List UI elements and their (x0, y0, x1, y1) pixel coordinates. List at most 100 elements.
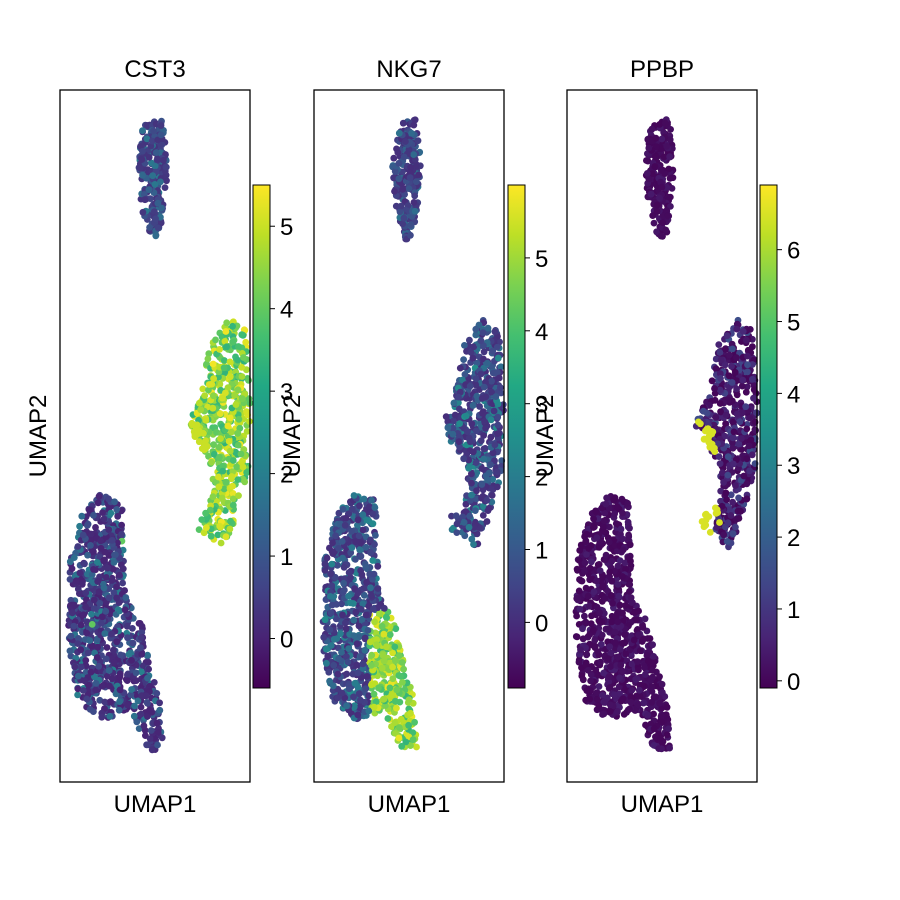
data-point (106, 682, 113, 690)
data-point (653, 201, 661, 209)
data-point (584, 666, 592, 674)
data-point (658, 680, 666, 688)
data-point (71, 663, 79, 671)
data-point (152, 215, 160, 223)
data-point (327, 570, 334, 578)
data-point (219, 467, 227, 475)
data-point (480, 445, 488, 453)
data-point (575, 658, 583, 666)
data-point (96, 599, 104, 607)
data-point (92, 524, 99, 531)
data-point (478, 481, 486, 488)
data-point (495, 374, 503, 382)
data-point (374, 562, 382, 570)
data-point (355, 622, 363, 630)
data-point (625, 533, 633, 541)
data-point (407, 709, 414, 717)
data-point (116, 670, 124, 678)
data-point (748, 451, 756, 459)
data-point (76, 590, 83, 597)
data-point (389, 675, 397, 683)
data-point (234, 441, 242, 449)
data-point (599, 573, 606, 581)
data-point (469, 448, 477, 456)
data-point (191, 431, 199, 438)
data-point (353, 640, 361, 648)
data-point (241, 478, 249, 486)
data-point (652, 134, 660, 142)
data-point (370, 690, 378, 698)
data-point (374, 585, 382, 592)
data-point (462, 412, 470, 420)
data-point (234, 476, 242, 483)
data-point (479, 512, 487, 519)
data-point (595, 617, 603, 624)
data-point (154, 199, 162, 207)
data-point (732, 482, 739, 489)
data-point (367, 549, 375, 557)
data-point (359, 511, 367, 519)
data-point (611, 510, 618, 518)
data-point (490, 407, 498, 415)
data-point (137, 703, 145, 711)
data-point (666, 193, 674, 201)
data-point (411, 192, 419, 200)
data-point (736, 418, 744, 426)
data-point (154, 156, 161, 163)
data-point (113, 506, 121, 513)
data-point (620, 711, 628, 718)
data-point (591, 636, 599, 644)
data-point (107, 698, 114, 705)
data-point (395, 734, 403, 742)
data-point (129, 625, 136, 632)
data-point (76, 569, 84, 577)
data-point (376, 610, 383, 618)
data-point (391, 643, 399, 651)
data-point (453, 529, 461, 536)
data-point (228, 473, 236, 480)
data-point (634, 701, 642, 709)
data-point (737, 507, 744, 515)
data-point (647, 190, 655, 198)
data-point (657, 167, 665, 174)
data-point (154, 224, 162, 232)
data-point (352, 608, 360, 616)
data-point (597, 640, 605, 648)
data-point (739, 328, 747, 335)
data-point (229, 482, 236, 490)
data-point (405, 721, 412, 729)
data-point (103, 672, 111, 680)
data-point (716, 519, 723, 526)
data-point (108, 630, 115, 638)
data-point (205, 386, 212, 394)
data-point (410, 121, 418, 129)
data-point (74, 691, 81, 699)
data-point (151, 181, 159, 188)
data-point (128, 686, 136, 693)
data-point (157, 178, 164, 186)
data-point (113, 638, 121, 646)
data-point (455, 438, 463, 446)
data-point (658, 183, 666, 191)
data-point (134, 697, 142, 705)
data-point (119, 565, 127, 573)
data-point (348, 505, 356, 513)
data-point (444, 424, 452, 432)
data-point (353, 661, 361, 669)
data-point (138, 622, 146, 630)
data-point (711, 385, 718, 392)
data-point (235, 415, 243, 423)
data-point (110, 646, 117, 654)
data-point (641, 664, 648, 671)
data-point (229, 501, 237, 509)
data-point (217, 435, 224, 442)
data-point (743, 336, 750, 344)
data-point (745, 442, 753, 450)
data-point (74, 672, 82, 680)
data-point (341, 586, 348, 594)
data-point (491, 441, 499, 449)
data-point (160, 156, 167, 164)
data-point (117, 651, 124, 659)
data-point (414, 137, 422, 145)
data-point (717, 375, 724, 382)
